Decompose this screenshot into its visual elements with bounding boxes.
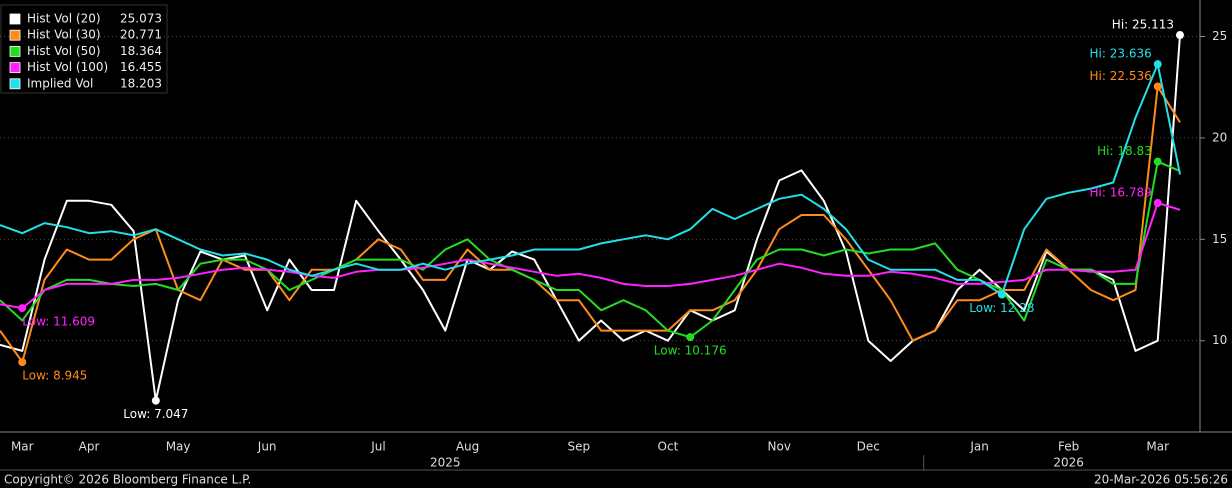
legend-swatch bbox=[9, 62, 21, 73]
x-tick-label: Aug bbox=[456, 440, 479, 454]
y-tick-label: 15 bbox=[1212, 232, 1227, 246]
legend-label: Implied Vol bbox=[27, 76, 93, 90]
legend-value: 18.364 bbox=[120, 44, 162, 58]
y-tick-label: 25 bbox=[1212, 29, 1227, 43]
x-tick-label: Feb bbox=[1058, 440, 1079, 454]
low-label: Low: 12.28 bbox=[969, 301, 1034, 315]
legend-label: Hist Vol (50) bbox=[27, 44, 101, 58]
legend-swatch bbox=[9, 13, 21, 25]
low-marker bbox=[686, 333, 695, 342]
hi-label: Hi: 25.113 bbox=[1112, 18, 1174, 32]
x-tick-label: Mar bbox=[11, 440, 34, 454]
low-label: Low: 8.945 bbox=[22, 369, 87, 383]
x-tick-label: May bbox=[166, 440, 191, 454]
legend-value: 16.455 bbox=[120, 60, 162, 74]
series-line bbox=[0, 34, 1181, 402]
copyright: Copyright© 2026 Bloomberg Finance L.P. bbox=[4, 473, 251, 487]
low-label: Low: 7.047 bbox=[123, 407, 188, 421]
hi-label: Hi: 18.83 bbox=[1097, 144, 1152, 158]
x-tick-label: Dec bbox=[857, 440, 880, 454]
legend-swatch bbox=[9, 29, 21, 41]
low-marker bbox=[151, 396, 160, 405]
hi-marker bbox=[1153, 60, 1162, 69]
timestamp: 20-Mar-2026 05:56:26 bbox=[1094, 473, 1228, 487]
year-label: 2025 bbox=[430, 456, 461, 470]
x-tick-label: Sep bbox=[568, 440, 591, 454]
legend-swatch bbox=[9, 78, 21, 90]
legend-label: Hist Vol (20) bbox=[27, 12, 101, 26]
hi-marker bbox=[1153, 82, 1162, 91]
legend-value: 18.203 bbox=[120, 76, 162, 90]
low-label: Low: 11.609 bbox=[22, 315, 95, 329]
legend-box bbox=[0, 4, 168, 94]
legend-value: 20.771 bbox=[120, 28, 162, 42]
hi-label: Hi: 16.789 bbox=[1090, 186, 1152, 200]
legend-label: Hist Vol (100) bbox=[27, 60, 108, 74]
legend-label: Hist Vol (30) bbox=[27, 28, 101, 42]
legend-value: 25.073 bbox=[120, 12, 162, 26]
series-line bbox=[0, 85, 1181, 364]
hi-marker bbox=[1153, 157, 1162, 166]
series-line bbox=[0, 202, 1181, 310]
legend-swatch bbox=[9, 46, 21, 57]
year-label: 2026 bbox=[1053, 456, 1084, 470]
hi-label: Hi: 23.636 bbox=[1090, 47, 1152, 61]
x-tick-label: Jun bbox=[257, 440, 277, 454]
hi-marker bbox=[1176, 31, 1184, 40]
x-tick-label: Jul bbox=[370, 440, 385, 454]
x-tick-label: Oct bbox=[658, 440, 679, 454]
x-tick-label: Mar bbox=[1146, 440, 1169, 454]
hi-marker bbox=[1153, 199, 1162, 208]
hi-label: Hi: 22.536 bbox=[1090, 69, 1152, 83]
low-label: Low: 10.176 bbox=[654, 344, 727, 358]
y-tick-label: 20 bbox=[1212, 130, 1227, 144]
x-tick-label: Jan bbox=[969, 440, 989, 454]
x-tick-label: Apr bbox=[79, 440, 100, 454]
low-marker bbox=[18, 358, 27, 367]
x-tick-label: Nov bbox=[768, 440, 791, 454]
y-tick-label: 10 bbox=[1212, 333, 1227, 347]
low-marker bbox=[997, 290, 1006, 299]
series-line bbox=[0, 63, 1181, 296]
low-marker bbox=[18, 304, 27, 313]
